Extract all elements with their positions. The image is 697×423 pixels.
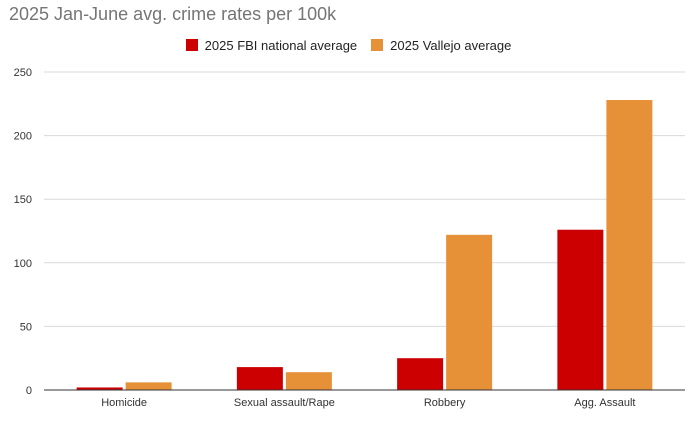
x-tick-label: Agg. Assault <box>574 397 635 409</box>
bar-vallejo-0 <box>125 382 172 390</box>
legend-label-fbi: 2025 FBI national average <box>204 37 358 53</box>
bar-vallejo-1 <box>285 372 332 390</box>
y-tick-label: 200 <box>14 131 32 143</box>
x-tick-label: Sexual assault/Rape <box>234 397 335 409</box>
bar-fbi-2 <box>397 358 444 390</box>
bar-fbi-3 <box>557 229 604 390</box>
bars <box>76 99 653 390</box>
y-tick-label: 250 <box>14 67 32 79</box>
x-axis-ticks: Homicide Sexual assault/Rape Robbery Agg. A… <box>101 397 635 409</box>
y-axis-ticks: 0 50 100 150 200 250 <box>14 67 32 397</box>
x-tick-label: Homicide <box>101 397 147 409</box>
bar-vallejo-2 <box>446 234 493 390</box>
y-tick-label: 150 <box>14 194 32 206</box>
bar-fbi-1 <box>236 367 283 390</box>
legend: 2025 FBI national average 2025 Vallejo a… <box>0 37 697 53</box>
y-tick-label: 50 <box>20 321 32 333</box>
y-tick-label: 0 <box>26 385 32 397</box>
legend-label-vallejo: 2025 Vallejo average <box>390 37 512 53</box>
bar-vallejo-3 <box>606 99 653 390</box>
legend-swatch-vallejo <box>371 39 384 51</box>
bar-fbi-0 <box>76 387 123 390</box>
y-tick-label: 100 <box>14 258 32 270</box>
legend-swatch-fbi <box>185 39 198 51</box>
legend-item-fbi: 2025 FBI national average <box>185 37 358 53</box>
legend-item-vallejo: 2025 Vallejo average <box>371 38 511 53</box>
x-tick-label: Robbery <box>424 397 466 409</box>
chart-title: 2025 Jan-June avg. crime rates per 100k <box>9 4 337 24</box>
